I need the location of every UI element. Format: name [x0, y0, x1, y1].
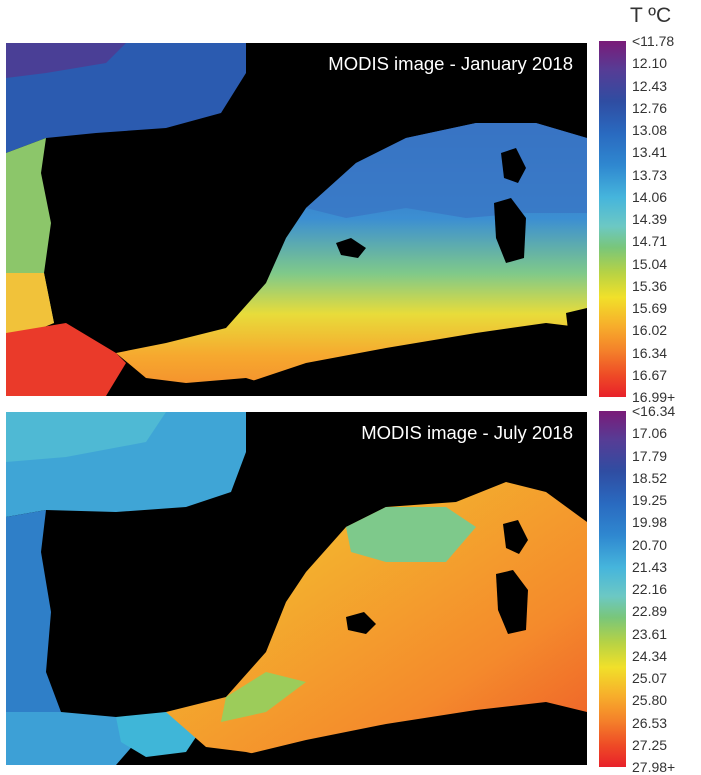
scale-tick: 21.43: [632, 558, 668, 575]
scale-tick: 13.41: [632, 144, 668, 161]
scale-tick: 17.06: [632, 425, 668, 442]
map-july-2018: MODIS image - July 2018: [6, 412, 587, 765]
scale-tick: 12.76: [632, 99, 668, 116]
scale-tick: 27.98+: [632, 759, 676, 775]
scale-tick: 16.34: [632, 344, 668, 361]
scale-tick: 15.69: [632, 300, 668, 316]
scale-tick: 14.71: [632, 233, 668, 250]
scale-tick: 18.52: [632, 469, 668, 486]
scale-tick: <16.34: [632, 403, 676, 419]
scale-tick: 14.06: [632, 188, 668, 205]
map-january-2018: MODIS image - January 2018: [6, 43, 587, 396]
scale-tick: 15.36: [632, 277, 668, 294]
scale-tick: 12.10: [632, 55, 668, 72]
map-title-january: MODIS image - January 2018: [328, 53, 573, 74]
scale-tick: 25.07: [632, 670, 668, 686]
color-scale-bar-july: [599, 411, 626, 767]
scale-tick: 19.25: [632, 492, 668, 508]
scale-tick: 23.61: [632, 625, 668, 642]
color-scale-bar-january: [599, 41, 626, 397]
scale-tick: 22.16: [632, 581, 668, 597]
scale-tick: 14.39: [632, 211, 668, 227]
scale-tick: 19.98: [632, 514, 668, 531]
scale-tick: <11.78: [632, 33, 675, 49]
scale-tick: 13.73: [632, 166, 668, 183]
scale-tick: 24.34: [632, 647, 668, 664]
scale-tick: 27.25: [632, 736, 668, 753]
scale-tick: 25.80: [632, 692, 668, 709]
scale-tick: 16.99+: [632, 389, 676, 405]
scale-tick: 12.43: [632, 77, 668, 94]
scale-tick: 20.70: [632, 536, 668, 553]
color-scale-labels-july: <16.34 17.06 17.79 18.52 19.25 19.98 20.…: [632, 403, 701, 775]
scale-tick: 16.02: [632, 322, 668, 339]
scale-tick: 13.08: [632, 122, 668, 138]
scale-tick: 15.04: [632, 255, 668, 272]
scale-tick: 17.79: [632, 447, 668, 464]
scale-tick: 26.53: [632, 714, 668, 731]
color-scale-labels-january: <11.78 12.10 12.43 12.76 13.08 13.41 13.…: [632, 33, 701, 405]
scale-tick: 16.67: [632, 366, 668, 383]
temperature-unit-label: T ºC: [630, 4, 672, 27]
scale-tick: 22.89: [632, 603, 668, 620]
map-title-july: MODIS image - July 2018: [361, 422, 573, 443]
